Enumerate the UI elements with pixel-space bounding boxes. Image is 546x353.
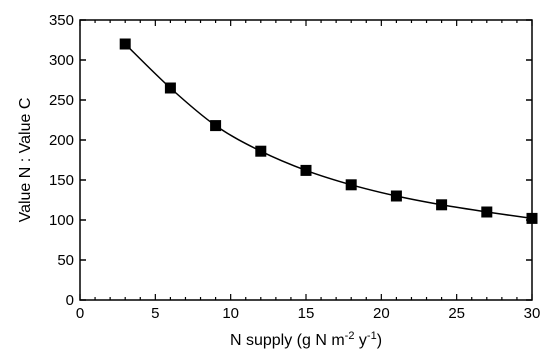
x-tick-label: 0: [76, 305, 84, 322]
y-tick-label: 100: [49, 212, 74, 229]
x-axis-label-main: N supply (g N m: [230, 332, 345, 349]
y-tick-label: 200: [49, 132, 74, 149]
data-point: [210, 120, 222, 132]
plot-frame: [79, 19, 533, 301]
data-point: [481, 206, 493, 218]
y-tick-label: 250: [49, 92, 74, 109]
y-tick-label: 350: [49, 12, 74, 29]
x-tick-label: 15: [298, 305, 315, 322]
data-point: [390, 190, 402, 202]
x-tick-label: 20: [373, 305, 390, 322]
x-axis-label: N supply (g N m-2 y-1): [230, 330, 382, 349]
y-tick-label: 150: [49, 172, 74, 189]
y-axis-label: Value N : Value C: [17, 98, 34, 223]
y-axis-ticks: 0 50 100 150 200 250 300 350: [49, 12, 532, 309]
y-tick-label: 300: [49, 52, 74, 69]
y-tick-label: 50: [57, 252, 74, 269]
x-axis-label-unit: y: [354, 332, 366, 349]
y-tick-label: 0: [66, 292, 74, 309]
data-point: [436, 199, 448, 211]
x-axis-label-sup-2: -1: [367, 330, 377, 342]
x-tick-label: 25: [448, 305, 465, 322]
series-curve: [124, 43, 533, 220]
data-point: [164, 82, 176, 94]
x-axis-label-close: ): [377, 332, 382, 349]
x-tick-label: 10: [222, 305, 239, 322]
data-point: [119, 38, 131, 50]
data-point: [255, 145, 267, 157]
x-tick-label: 5: [151, 305, 159, 322]
data-point: [300, 164, 312, 176]
x-axis-label-sup-1: -2: [345, 330, 355, 342]
data-point: [345, 179, 357, 191]
series-markers: [119, 38, 538, 224]
x-tick-label: 30: [524, 305, 541, 322]
x-axis-ticks: 0 5 10 15 20 25 30: [76, 20, 541, 322]
